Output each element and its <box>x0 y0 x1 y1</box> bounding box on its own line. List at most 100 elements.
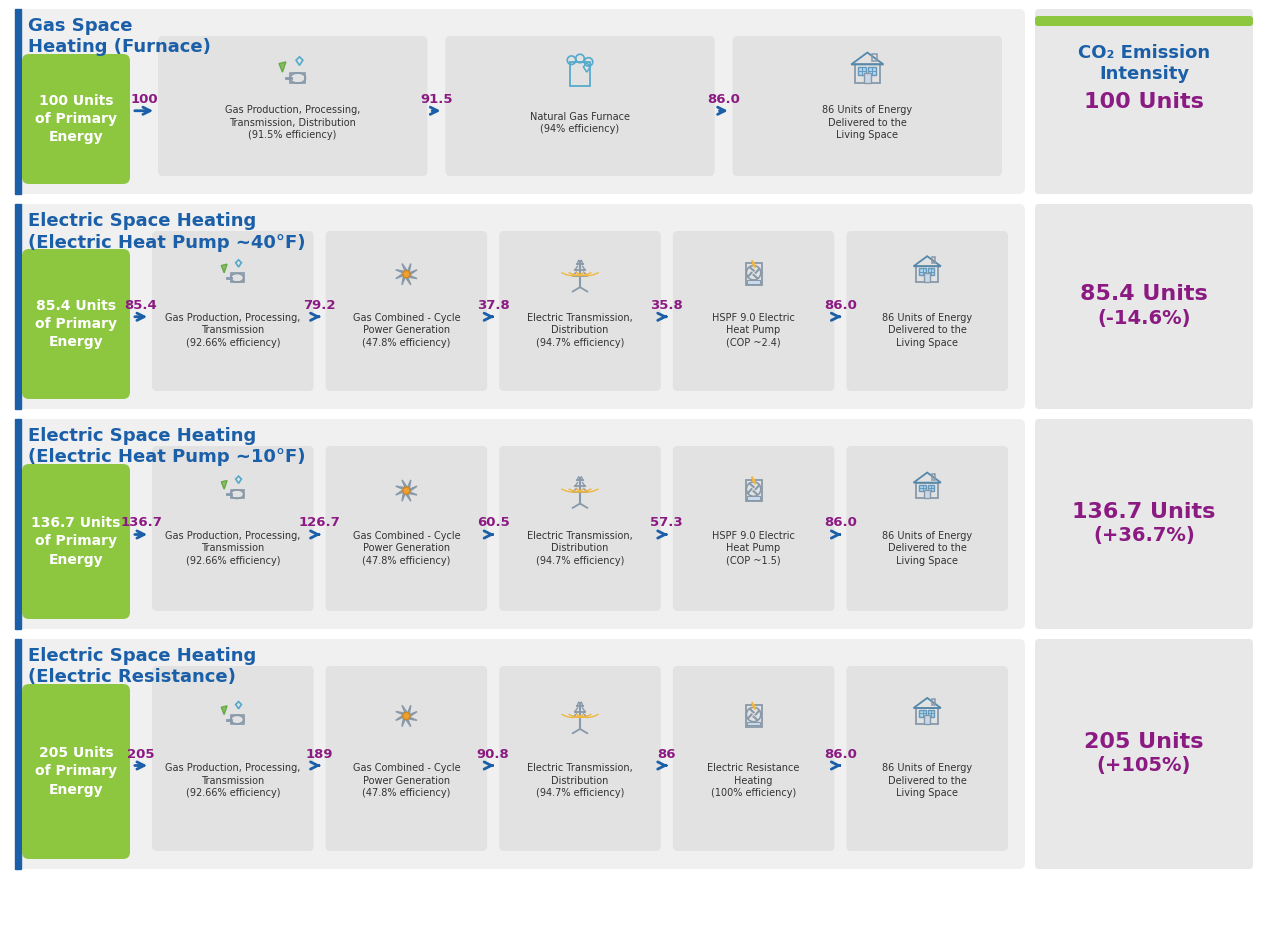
FancyBboxPatch shape <box>15 9 1025 194</box>
Text: 60.5: 60.5 <box>477 516 510 530</box>
Text: 100: 100 <box>130 93 158 106</box>
Bar <box>869 67 876 75</box>
Bar <box>15 9 22 194</box>
Text: 205 Units: 205 Units <box>1084 732 1203 752</box>
Bar <box>927 485 935 491</box>
Text: Electric Space Heating
(Electric Heat Pump ~10°F): Electric Space Heating (Electric Heat Pu… <box>28 427 305 466</box>
Text: Natural Gas Furnace
(94% efficiency): Natural Gas Furnace (94% efficiency) <box>530 111 630 134</box>
Polygon shape <box>221 264 226 273</box>
FancyBboxPatch shape <box>1035 204 1253 409</box>
Text: 35.8: 35.8 <box>650 298 683 312</box>
Text: 126.7: 126.7 <box>299 516 341 530</box>
Text: Electric Resistance
Heating
(100% efficiency): Electric Resistance Heating (100% effici… <box>707 764 800 798</box>
Bar <box>931 258 935 263</box>
Bar <box>916 266 937 282</box>
Bar <box>745 263 762 285</box>
Text: (-14.6%): (-14.6%) <box>1098 309 1191 328</box>
Text: 86 Units of Energy
Delivered to the
Living Space: 86 Units of Energy Delivered to the Livi… <box>883 531 972 565</box>
Bar <box>931 700 935 705</box>
Bar <box>745 480 762 501</box>
FancyBboxPatch shape <box>15 204 1025 409</box>
Bar <box>873 54 876 60</box>
Text: 57.3: 57.3 <box>650 516 683 530</box>
Text: 189: 189 <box>305 748 333 761</box>
FancyBboxPatch shape <box>326 231 487 391</box>
Text: 86 Units of Energy
Delivered to the
Living Space: 86 Units of Energy Delivered to the Livi… <box>822 106 912 141</box>
Text: 86.0: 86.0 <box>824 748 857 761</box>
Bar <box>747 497 761 500</box>
Bar <box>230 716 244 724</box>
FancyBboxPatch shape <box>22 249 130 399</box>
FancyBboxPatch shape <box>673 666 834 851</box>
Polygon shape <box>279 62 286 72</box>
Bar <box>15 204 22 409</box>
FancyBboxPatch shape <box>499 446 660 611</box>
Text: 85.4 Units: 85.4 Units <box>1080 284 1208 305</box>
Text: 90.8: 90.8 <box>477 748 510 761</box>
Text: Gas Combined - Cycle
Power Generation
(47.8% efficiency): Gas Combined - Cycle Power Generation (4… <box>352 764 460 798</box>
Circle shape <box>403 713 410 719</box>
Bar <box>859 67 866 75</box>
FancyBboxPatch shape <box>846 666 1007 851</box>
FancyBboxPatch shape <box>151 446 314 611</box>
FancyBboxPatch shape <box>673 231 834 391</box>
FancyBboxPatch shape <box>158 36 427 176</box>
Bar <box>925 716 930 724</box>
Bar <box>230 274 244 282</box>
Text: 86.0: 86.0 <box>824 298 857 312</box>
Bar <box>745 705 762 727</box>
FancyBboxPatch shape <box>499 231 660 391</box>
Bar <box>931 474 935 480</box>
Text: Gas Production, Processing,
Transmission
(92.66% efficiency): Gas Production, Processing, Transmission… <box>165 764 300 798</box>
Text: 86 Units of Energy
Delivered to the
Living Space: 86 Units of Energy Delivered to the Livi… <box>883 312 972 347</box>
Bar <box>747 280 761 283</box>
Text: (+105%): (+105%) <box>1096 756 1191 776</box>
Bar <box>920 485 926 491</box>
Bar <box>15 639 22 869</box>
Text: 85.4: 85.4 <box>125 298 158 312</box>
Text: 86: 86 <box>658 748 675 761</box>
FancyBboxPatch shape <box>15 419 1025 629</box>
Text: Electric Space Heating
(Electric Heat Pump ~40°F): Electric Space Heating (Electric Heat Pu… <box>28 212 305 251</box>
Text: Electric Transmission,
Distribution
(94.7% efficiency): Electric Transmission, Distribution (94.… <box>527 531 633 565</box>
FancyBboxPatch shape <box>1035 9 1253 194</box>
Bar <box>925 490 930 498</box>
FancyBboxPatch shape <box>22 464 130 619</box>
Text: Gas Combined - Cycle
Power Generation
(47.8% efficiency): Gas Combined - Cycle Power Generation (4… <box>352 312 460 347</box>
Text: 136.7 Units
of Primary
Energy: 136.7 Units of Primary Energy <box>32 516 121 567</box>
Text: (+36.7%): (+36.7%) <box>1093 527 1194 546</box>
FancyBboxPatch shape <box>22 54 130 184</box>
Text: Gas Production, Processing,
Transmission
(92.66% efficiency): Gas Production, Processing, Transmission… <box>165 312 300 347</box>
Bar <box>927 710 935 716</box>
Bar <box>230 490 244 498</box>
Circle shape <box>403 487 410 494</box>
Text: Intensity: Intensity <box>1099 65 1189 83</box>
FancyBboxPatch shape <box>733 36 1002 176</box>
FancyBboxPatch shape <box>151 231 314 391</box>
Polygon shape <box>221 480 226 489</box>
Text: 136.7: 136.7 <box>120 516 162 530</box>
Text: 136.7 Units: 136.7 Units <box>1072 502 1216 522</box>
FancyBboxPatch shape <box>151 666 314 851</box>
Text: Gas Space
Heating (Furnace): Gas Space Heating (Furnace) <box>28 17 211 57</box>
Polygon shape <box>221 706 226 715</box>
Polygon shape <box>404 713 408 718</box>
FancyBboxPatch shape <box>1035 16 1253 26</box>
Bar <box>864 73 871 83</box>
Text: CO₂ Emission: CO₂ Emission <box>1077 44 1210 62</box>
Bar <box>925 274 930 282</box>
FancyBboxPatch shape <box>846 446 1007 611</box>
FancyBboxPatch shape <box>445 36 715 176</box>
FancyBboxPatch shape <box>15 639 1025 869</box>
Text: Electric Transmission,
Distribution
(94.7% efficiency): Electric Transmission, Distribution (94.… <box>527 312 633 347</box>
Text: 91.5: 91.5 <box>420 93 453 106</box>
Text: 86 Units of Energy
Delivered to the
Living Space: 86 Units of Energy Delivered to the Livi… <box>883 764 972 798</box>
Bar <box>747 722 761 725</box>
Bar <box>15 419 22 629</box>
Text: HSPF 9.0 Electric
Heat Pump
(COP ~1.5): HSPF 9.0 Electric Heat Pump (COP ~1.5) <box>712 531 795 565</box>
Text: 79.2: 79.2 <box>303 298 336 312</box>
Text: 205 Units
of Primary
Energy: 205 Units of Primary Energy <box>36 746 117 797</box>
Text: 100 Units
of Primary
Energy: 100 Units of Primary Energy <box>36 93 117 144</box>
Text: Gas Production, Processing,
Transmission, Distribution
(91.5% efficiency): Gas Production, Processing, Transmission… <box>225 106 360 141</box>
FancyBboxPatch shape <box>1035 19 1253 109</box>
